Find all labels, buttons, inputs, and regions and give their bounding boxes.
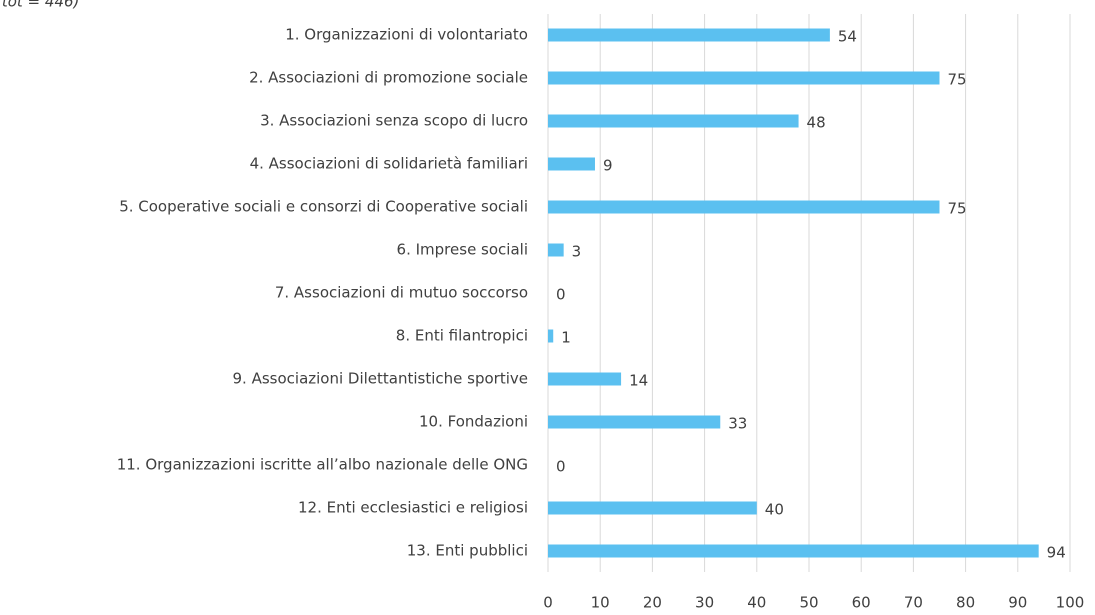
y-tick-label: 3. Associazioni senza scopo di lucro [260,112,528,130]
y-tick-label: 6. Imprese sociali [397,241,528,259]
data-label: 40 [765,501,784,519]
x-tick-label: 90 [1008,594,1027,612]
data-label: 75 [948,71,967,89]
data-label: 54 [838,28,857,46]
chart-subtitle: (tot = 446) [0,0,79,11]
bar [548,243,564,257]
x-tick-label: 100 [1056,594,1085,612]
bar [548,544,1039,558]
y-tick-label: 4. Associazioni di solidarietà familiari [250,155,528,173]
x-tick-label: 10 [591,594,610,612]
y-tick-label: 2. Associazioni di promozione sociale [249,69,528,87]
y-tick-label: 12. Enti ecclesiastici e religiosi [298,499,528,517]
bar [548,415,721,429]
data-label: 0 [556,286,566,304]
bar [548,501,757,515]
data-label: 48 [807,114,826,132]
y-tick-label: 13. Enti pubblici [407,542,528,560]
y-tick-label: 11. Organizzazioni iscritte all’albo naz… [117,456,528,474]
y-tick-label: 8. Enti filantropici [396,327,528,345]
data-label: 1 [561,329,571,347]
data-label: 75 [948,200,967,218]
x-tick-label: 40 [747,594,766,612]
data-label: 14 [629,372,648,390]
bar [548,157,595,171]
bar [548,372,622,386]
y-tick-label: 5. Cooperative sociali e consorzi di Coo… [119,198,528,216]
bar [548,71,940,85]
bar [548,114,799,128]
bar [548,200,940,214]
x-tick-label: 0 [543,594,553,612]
data-label: 9 [603,157,613,175]
x-tick-label: 60 [852,594,871,612]
data-label: 3 [572,243,582,261]
x-tick-label: 20 [643,594,662,612]
data-label: 0 [556,458,566,476]
bar [548,329,554,343]
x-tick-label: 70 [904,594,923,612]
data-label: 94 [1047,544,1066,562]
data-label: 33 [728,415,747,433]
y-tick-label: 1. Organizzazioni di volontariato [285,26,528,44]
x-tick-label: 50 [799,594,818,612]
y-tick-label: 10. Fondazioni [419,413,528,431]
bar [548,28,830,42]
x-tick-label: 80 [956,594,975,612]
x-tick-label: 30 [695,594,714,612]
y-tick-label: 9. Associazioni Dilettantistiche sportiv… [233,370,529,388]
y-tick-label: 7. Associazioni di mutuo soccorso [275,284,528,302]
